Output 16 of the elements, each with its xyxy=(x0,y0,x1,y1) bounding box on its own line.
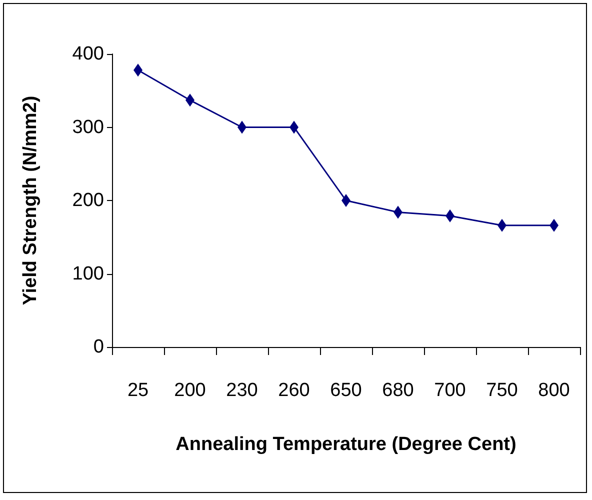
x-axis-title: Annealing Temperature (Degree Cent) xyxy=(176,434,516,455)
x-tick-label: 25 xyxy=(127,380,149,401)
y-tick-label: 200 xyxy=(72,190,104,211)
y-tick-label: 400 xyxy=(72,44,104,64)
x-tick-label: 700 xyxy=(434,380,466,401)
x-tick-label: 750 xyxy=(486,380,518,401)
x-tick-label: 200 xyxy=(174,380,206,401)
x-tick-label: 260 xyxy=(278,380,310,401)
x-tick-label: 800 xyxy=(538,380,570,401)
y-tick-label: 0 xyxy=(93,336,104,358)
y-tick-label: 300 xyxy=(72,116,104,138)
x-tick-label: 230 xyxy=(226,380,258,401)
y-axis-title: Yield Strength (N/mm2) xyxy=(20,96,41,306)
x-tick-label: 680 xyxy=(382,380,414,401)
y-tick-label: 100 xyxy=(72,263,104,284)
x-tick-label: 650 xyxy=(330,380,362,401)
